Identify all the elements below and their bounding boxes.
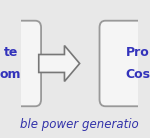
Text: Pro: Pro	[126, 46, 149, 59]
Text: ble power generatio: ble power generatio	[20, 118, 139, 131]
Text: Cos: Cos	[125, 68, 150, 81]
FancyBboxPatch shape	[0, 21, 41, 106]
Text: te: te	[3, 46, 18, 59]
FancyBboxPatch shape	[99, 21, 150, 106]
Text: om: om	[0, 68, 21, 81]
FancyArrow shape	[39, 46, 80, 81]
